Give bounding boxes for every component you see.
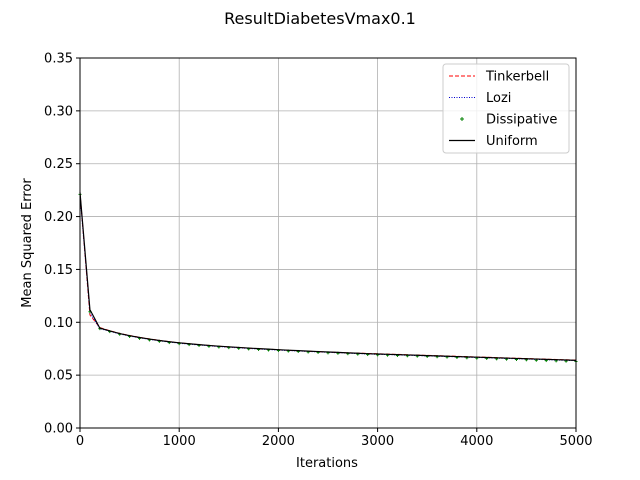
legend-dissipative-label: Dissipative (486, 113, 557, 128)
y-tick-label: 0.20 (44, 210, 73, 225)
legend-tinkerbell-label: Tinkerbell (485, 70, 549, 85)
x-axis-label: Iterations (296, 456, 358, 471)
x-tick-label: 5000 (559, 434, 592, 449)
axes-frame (79, 57, 577, 429)
x-tick-label: 4000 (460, 434, 493, 449)
y-tick-label: 0.05 (44, 369, 73, 384)
y-tick-label: 0.10 (44, 316, 73, 331)
y-tick-label: 0.15 (44, 263, 73, 278)
x-tick-label: 0 (76, 434, 84, 449)
legend-lozi-label: Lozi (486, 91, 511, 106)
y-axis-label: Mean Squared Error (20, 178, 35, 308)
y-tick-label: 0.35 (44, 52, 73, 67)
legend-uniform-label: Uniform (486, 134, 538, 149)
y-tick-label: 0.25 (44, 157, 73, 172)
y-tick-label: 0.30 (44, 104, 73, 119)
uniform-series-line (79, 192, 577, 361)
x-tick-label: 2000 (262, 434, 295, 449)
plot-area: 0 1000 2000 3000 4000 5000 0.00 0.05 0.10 0.15 0.2… (44, 52, 593, 450)
x-tick-label: 3000 (361, 434, 394, 449)
y-tick-label: 0.00 (44, 422, 73, 437)
x-tick-label: 1000 (163, 434, 196, 449)
legend-dissipative-marker (460, 117, 464, 121)
legend: Tinkerbell Lozi Dissipative Uniform (442, 63, 570, 154)
chart-title: ResultDiabetesVmax0.1 (224, 9, 416, 28)
legend-box (442, 63, 570, 154)
